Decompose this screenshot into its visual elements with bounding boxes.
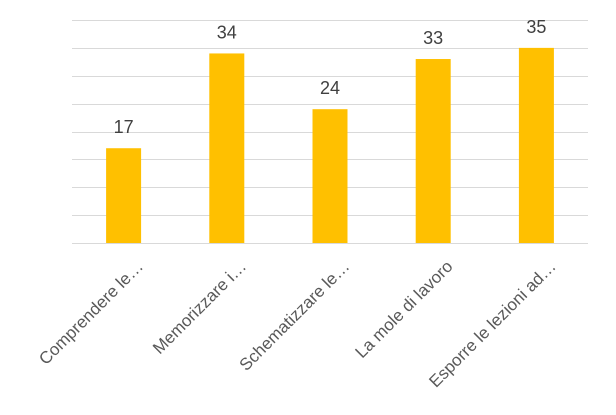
bar-3 xyxy=(312,109,348,243)
data-label-4: 33 xyxy=(423,28,443,48)
bar-4 xyxy=(415,59,451,244)
category-label-1: Comprendere le… xyxy=(35,257,147,369)
bar-1 xyxy=(106,148,142,243)
category-label-4: La mole di lavoro xyxy=(352,257,457,362)
data-label-5: 35 xyxy=(526,17,546,37)
data-label-2: 34 xyxy=(217,22,237,42)
data-label-1: 17 xyxy=(114,117,134,137)
data-labels: 17 34 24 33 35 xyxy=(114,17,547,137)
category-label-3: Schematizzare le… xyxy=(236,257,354,375)
category-labels: Comprendere le… Memorizzare i…Schematizza… xyxy=(35,257,559,391)
data-label-3: 24 xyxy=(320,78,340,98)
category-label-2: Memorizzare i… xyxy=(149,257,250,358)
bars xyxy=(106,47,554,244)
bar-2 xyxy=(209,53,245,244)
bar-5 xyxy=(518,47,554,243)
